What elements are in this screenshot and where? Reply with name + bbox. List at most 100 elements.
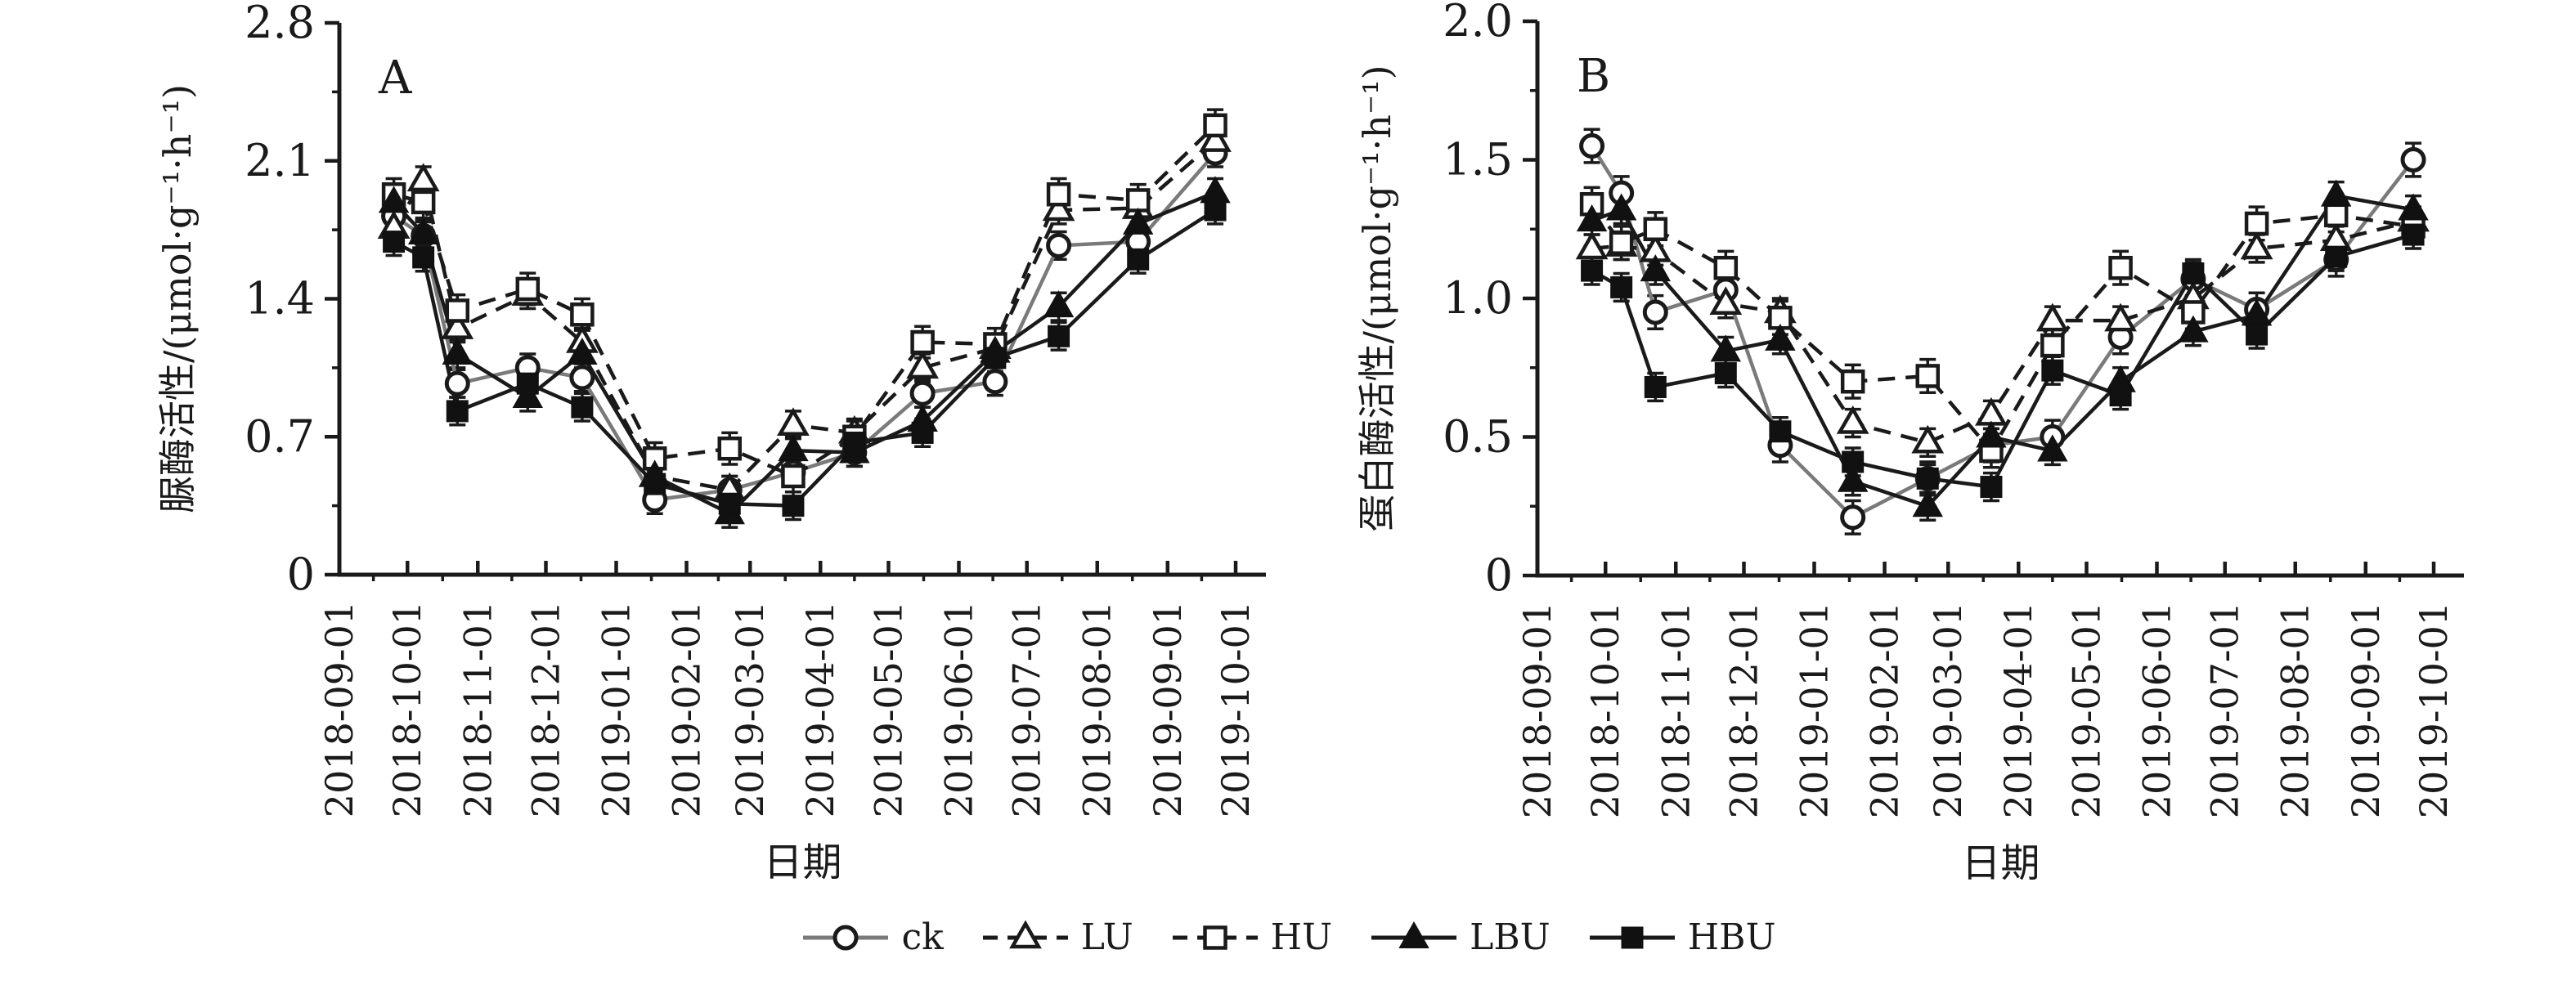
square-filled-marker	[1204, 199, 1227, 222]
legend-item-LU: LU	[980, 919, 1133, 956]
square-open-marker	[1915, 364, 1940, 388]
x-tick-label: 2019-08-01	[2273, 602, 2318, 818]
y-tick-label: 0.7	[245, 410, 315, 462]
square-filled-marker	[2325, 245, 2348, 268]
x-tick-label: 2019-10-01	[1214, 601, 1258, 818]
series-line-LU	[1591, 218, 2414, 445]
square-open-marker	[781, 464, 806, 489]
square-open-marker	[2323, 203, 2349, 228]
legend-marker-LU	[1008, 920, 1042, 949]
errorbars-LU	[385, 126, 1224, 505]
square-filled-marker	[2182, 262, 2205, 284]
legend-marker-LBU	[1398, 921, 1429, 948]
x-tick-label: 2019-09-01	[2344, 602, 2388, 818]
square-filled-marker	[984, 347, 1007, 370]
x-tick-label: 2019-06-01	[936, 601, 981, 818]
square-filled-marker	[1581, 259, 1604, 282]
square-filled-marker	[571, 396, 594, 419]
legend-glyph-HU	[1172, 925, 1258, 950]
circle-open-marker	[1046, 232, 1072, 258]
triangle-open-marker	[1836, 405, 1869, 434]
x-tick-label: 2019-07-01	[1005, 601, 1049, 818]
triangle-filled-marker	[2178, 315, 2209, 343]
square-filled-marker	[782, 495, 805, 517]
square-open-marker	[445, 298, 470, 323]
y-tick-label: 2.8	[245, 0, 315, 48]
square-filled-marker	[1769, 420, 1792, 443]
square-filled-marker	[1610, 275, 1633, 298]
square-open-marker	[1125, 188, 1151, 213]
x-tick-label: 2019-01-01	[595, 601, 639, 818]
circle-open-marker	[1642, 299, 1668, 325]
x-tick-label: 2019-07-01	[2203, 602, 2247, 818]
square-filled-marker	[1842, 450, 1865, 473]
legend-glyph-LU	[982, 920, 1068, 949]
square-open-marker	[1713, 255, 1739, 280]
y-axis-title: 蛋白酶活性/(μmol·g⁻¹·h⁻¹)	[1355, 65, 1399, 531]
series-line-LU	[392, 139, 1217, 492]
triangle-open-marker	[1911, 424, 1945, 454]
x-tick-label: 2018-10-01	[1583, 602, 1627, 818]
x-tick-label: 2018-12-01	[1721, 602, 1766, 818]
x-tick-label: 2019-01-01	[1793, 602, 1837, 818]
y-tick-label: 1.4	[245, 273, 315, 325]
square-filled-marker	[383, 231, 406, 253]
circle-open-marker	[444, 370, 470, 396]
square-filled-marker	[1916, 467, 1939, 490]
y-tick-label: 0	[1485, 549, 1513, 601]
square-filled-marker	[1980, 476, 2003, 499]
x-tick-label: 2019-05-01	[866, 601, 910, 818]
square-open-marker	[1046, 181, 1071, 207]
circle-open-marker	[569, 365, 595, 391]
y-tick-label: 0	[287, 549, 315, 600]
series-line-HU	[1590, 203, 2414, 455]
x-tick-label: 2018-12-01	[523, 601, 568, 818]
series-line-ck	[393, 151, 1217, 502]
triangle-filled-marker	[2398, 193, 2429, 221]
y-tick-label: 2.0	[1443, 0, 1513, 47]
legend-marker-ck	[832, 925, 859, 951]
triangle-filled-marker	[1122, 207, 1154, 235]
square-filled-marker	[1127, 248, 1150, 271]
triangle-filled-marker	[1976, 420, 2007, 448]
legend-item-HBU: HBU	[1586, 919, 1776, 956]
legend-label-HBU: HBU	[1687, 916, 1776, 958]
triangle-filled-marker	[1605, 193, 1637, 221]
square-filled-marker	[516, 372, 539, 395]
legend-glyph-ck	[803, 925, 889, 951]
triangle-filled-marker	[1765, 323, 1796, 351]
x-tick-label: 2019-06-01	[2134, 602, 2179, 818]
series-markers-LBU	[1576, 179, 2429, 517]
triangle-open-marker	[1199, 123, 1232, 152]
triangle-open-marker	[777, 407, 810, 437]
x-tick-label: 2018-09-01	[1515, 602, 1560, 818]
series-markers-HBU	[383, 199, 1227, 517]
square-open-marker	[570, 302, 595, 327]
series-markers-HU	[381, 113, 1227, 489]
legend-glyph-LBU	[1371, 921, 1457, 948]
triangle-filled-marker	[778, 434, 809, 462]
panel-letter-A: A	[378, 52, 412, 105]
y-tick-label: 1.5	[1443, 134, 1513, 186]
square-filled-marker	[911, 421, 934, 444]
square-open-marker	[910, 329, 935, 355]
x-tick-label: 2019-05-01	[2064, 602, 2108, 818]
y-tick-label: 1.0	[1443, 272, 1513, 324]
square-open-marker	[1203, 113, 1227, 138]
triangle-filled-marker	[1640, 254, 1672, 282]
triangle-open-marker	[906, 350, 939, 379]
triangle-filled-marker	[442, 337, 473, 365]
square-filled-marker	[1644, 375, 1667, 398]
x-tick-label: 2019-09-01	[1146, 601, 1190, 818]
circle-open-marker	[909, 380, 936, 406]
series-markers-HBU	[1581, 223, 2425, 499]
panel-A: 2018-09-01 2018-10-01 2018-11-01 2018-12-01…	[155, 0, 1266, 885]
panel-B: 2018-09-01 2018-10-01 2018-11-01 2018-12-01…	[1355, 0, 2464, 886]
triangle-filled-marker	[1200, 176, 1231, 204]
triangle-open-marker	[2240, 231, 2273, 260]
square-filled-marker	[2041, 359, 2064, 382]
y-tick-label: 2.1	[245, 135, 315, 186]
legend-label-HU: HU	[1270, 916, 1333, 958]
